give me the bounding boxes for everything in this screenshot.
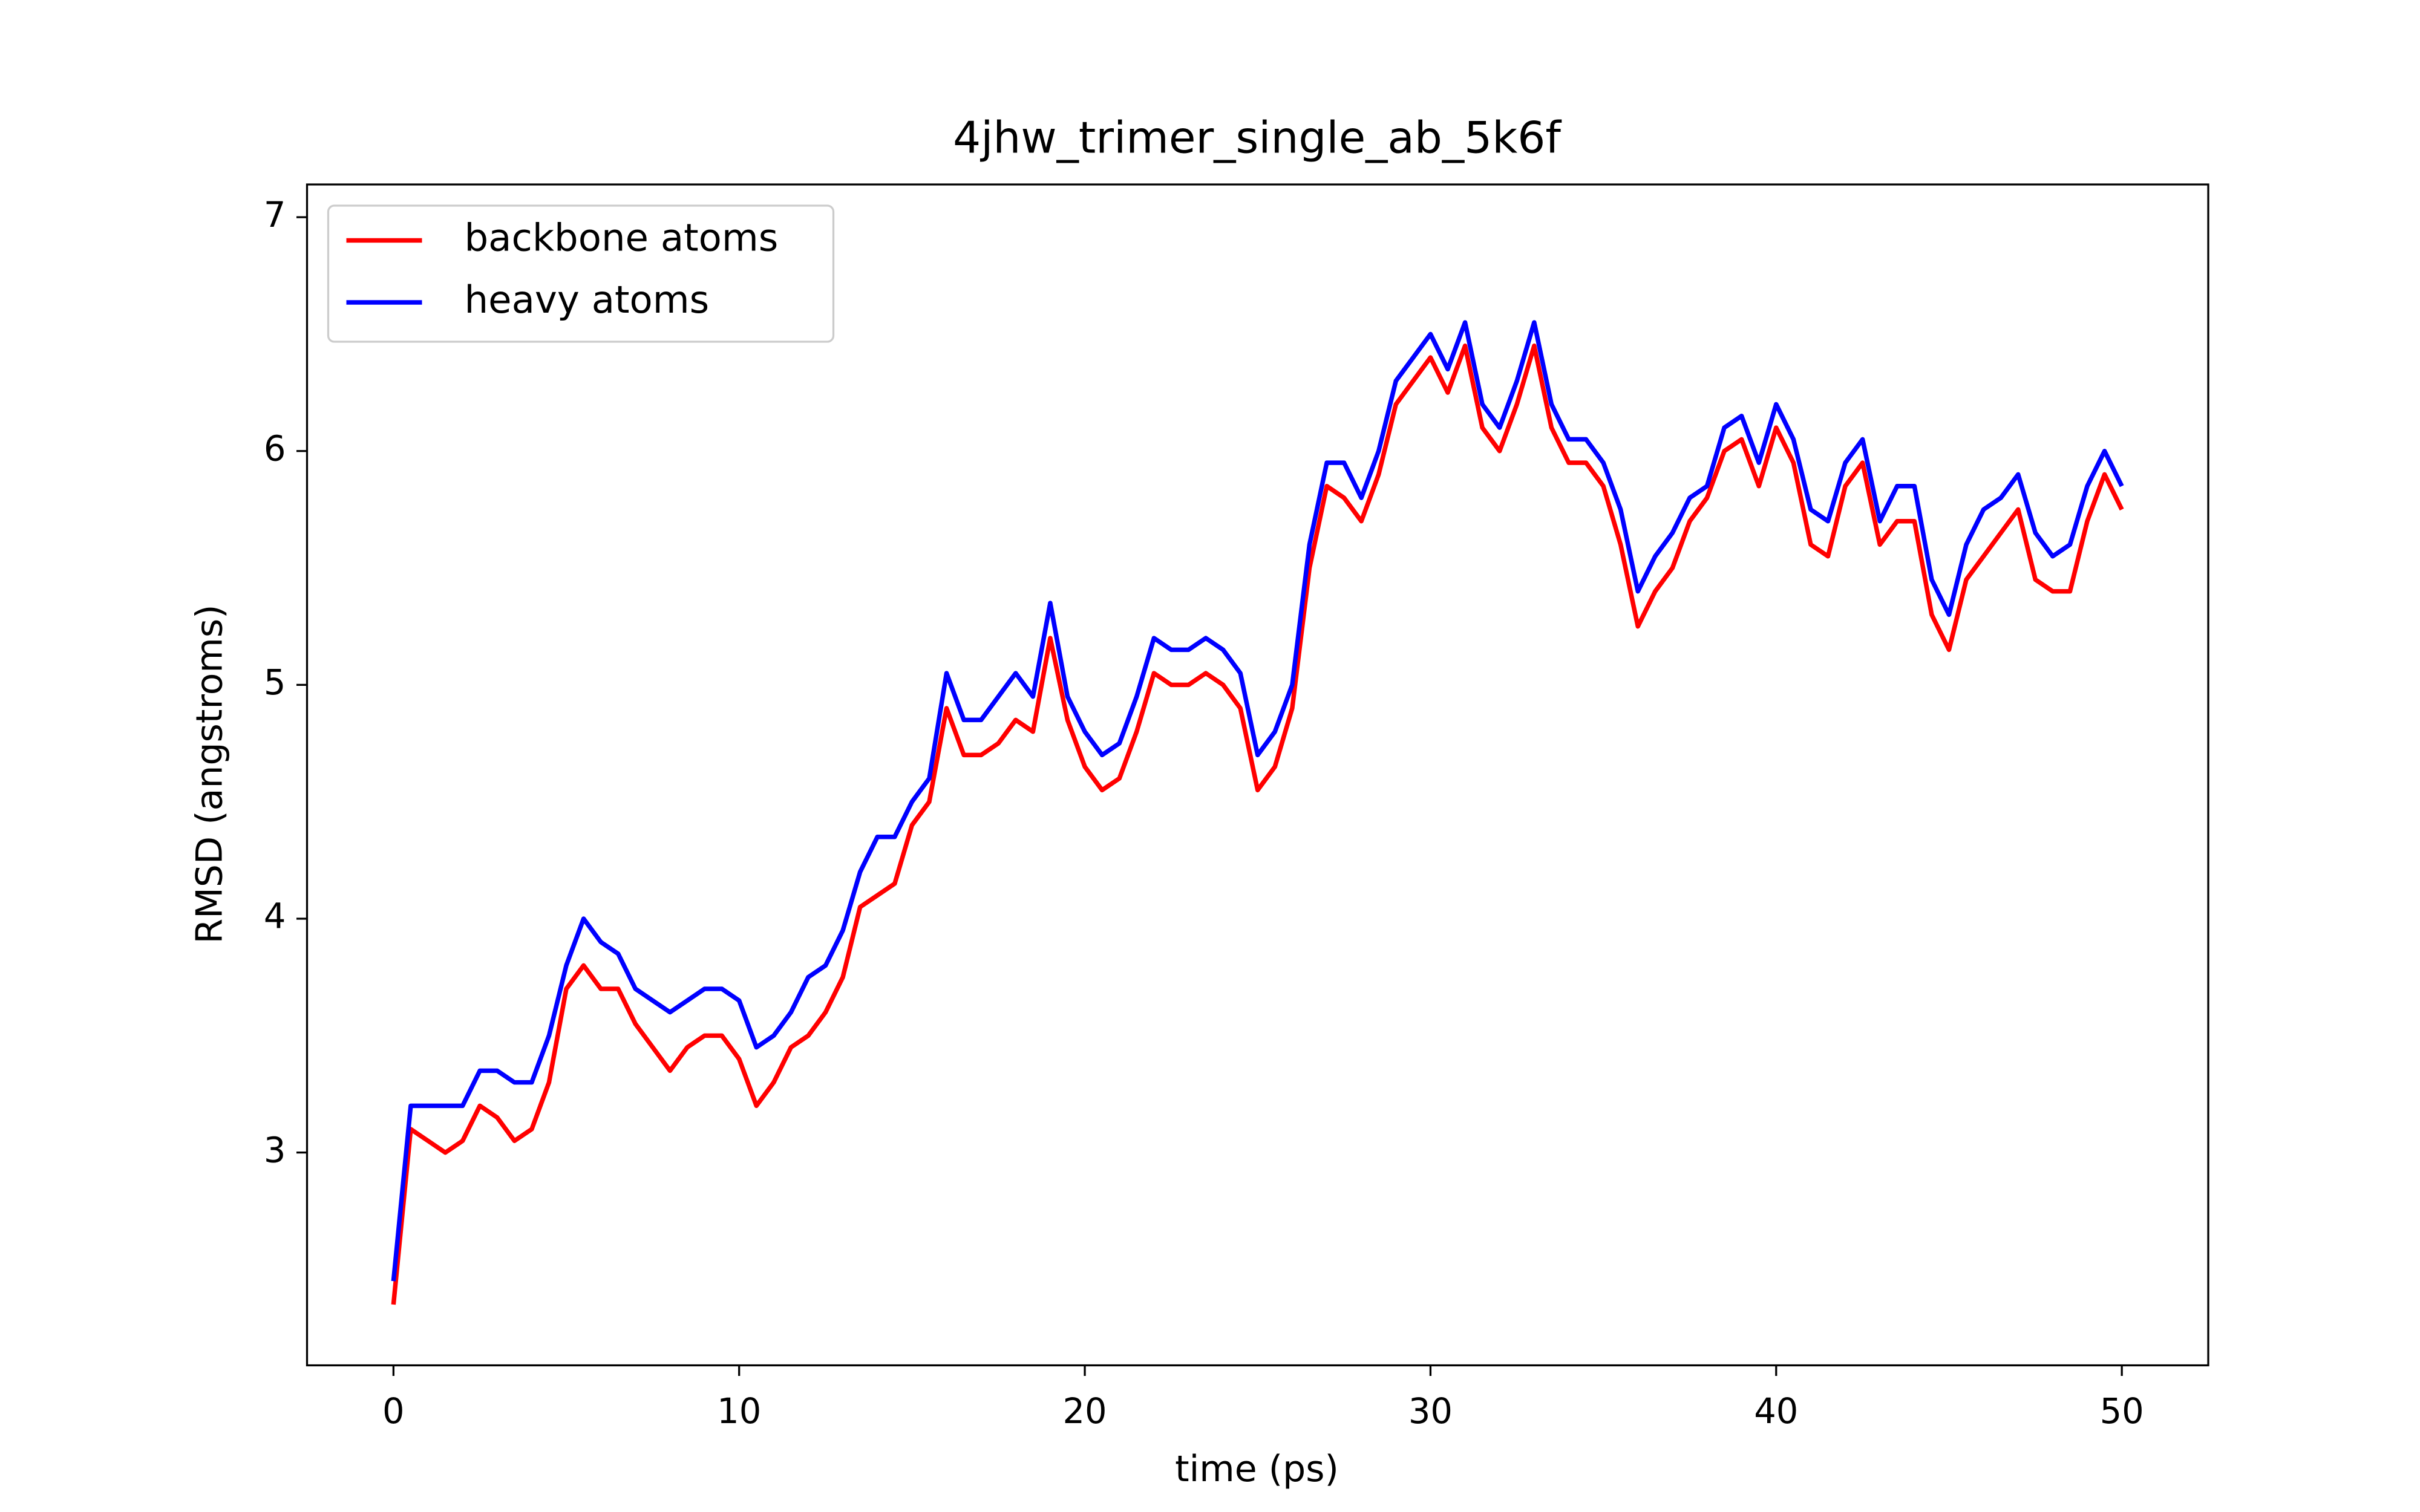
x-tick-label: 10 xyxy=(717,1391,761,1432)
y-tick-label: 3 xyxy=(264,1130,286,1170)
plot-frame xyxy=(306,183,2209,1367)
y-tick-label: 7 xyxy=(264,195,286,235)
legend-box xyxy=(327,204,835,343)
chart-title: 4jhw_trimer_single_ab_5k6f xyxy=(953,113,1562,164)
data-line xyxy=(391,320,2124,1282)
x-tick-label: 40 xyxy=(1754,1391,1798,1432)
y-axis-label: RMSD (angstroms) xyxy=(189,604,231,943)
y-tick-label: 6 xyxy=(264,428,286,469)
x-axis-label: time (ps) xyxy=(1175,1448,1339,1490)
legend: backbone atoms heavy atoms xyxy=(327,204,835,343)
y-tick-label: 5 xyxy=(264,662,286,703)
x-tick-label: 30 xyxy=(1408,1391,1453,1432)
y-tick-label: 4 xyxy=(264,896,286,937)
x-tick-label: 20 xyxy=(1062,1391,1107,1432)
data-line xyxy=(391,344,2124,1305)
x-tick-label: 0 xyxy=(382,1391,405,1432)
legend-label: heavy atoms xyxy=(465,278,710,322)
legend-label: backbone atoms xyxy=(465,216,779,260)
x-tick-label: 50 xyxy=(2100,1391,2144,1432)
